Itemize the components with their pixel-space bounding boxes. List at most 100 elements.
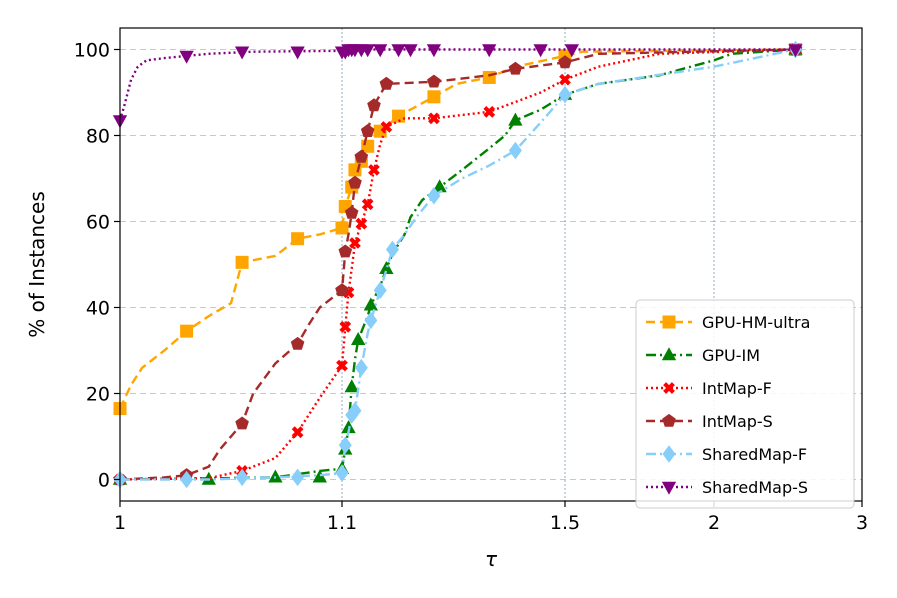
data-point bbox=[379, 261, 394, 274]
data-point bbox=[558, 85, 572, 104]
data-point bbox=[312, 469, 327, 483]
legend-box bbox=[635, 299, 855, 509]
legend-label: IntMap-F bbox=[702, 379, 772, 398]
data-point bbox=[392, 109, 406, 123]
legend-label: SharedMap-F bbox=[702, 445, 807, 464]
data-point bbox=[426, 44, 442, 58]
legend-marker bbox=[663, 382, 675, 394]
series-gpu-hm-ultra bbox=[113, 43, 802, 416]
legend-marker bbox=[662, 315, 676, 329]
legend-marker bbox=[662, 445, 676, 463]
data-point bbox=[201, 471, 216, 485]
legend-item: SharedMap-F bbox=[646, 445, 807, 464]
data-point bbox=[354, 149, 369, 163]
data-point bbox=[268, 469, 283, 483]
data-point bbox=[361, 198, 374, 211]
data-point bbox=[291, 232, 305, 246]
series-line bbox=[118, 48, 796, 121]
data-point bbox=[235, 468, 249, 487]
data-point bbox=[508, 112, 523, 126]
x-tick-label: 2 bbox=[708, 512, 720, 534]
data-point bbox=[427, 74, 441, 88]
legend-marker bbox=[661, 481, 677, 495]
y-tick-label: 100 bbox=[74, 40, 110, 62]
legend-label: GPU-IM bbox=[702, 346, 760, 365]
data-point bbox=[380, 121, 393, 133]
plot-frame bbox=[119, 27, 863, 502]
data-point bbox=[427, 186, 441, 205]
x-axis-label: τ bbox=[485, 547, 498, 571]
data-point bbox=[368, 164, 380, 176]
data-point bbox=[564, 44, 580, 58]
series-line bbox=[119, 48, 796, 481]
y-tick-label: 0 bbox=[98, 470, 110, 492]
data-point bbox=[379, 76, 394, 90]
legend-item: IntMap-S bbox=[646, 412, 773, 431]
data-point bbox=[508, 61, 523, 75]
data-point bbox=[373, 44, 388, 58]
data-point bbox=[482, 70, 496, 84]
y-tick-label: 60 bbox=[86, 212, 110, 234]
data-point bbox=[344, 379, 359, 393]
data-point bbox=[291, 426, 304, 439]
data-point bbox=[391, 44, 406, 58]
data-point bbox=[344, 205, 359, 219]
data-point bbox=[235, 416, 249, 430]
data-point bbox=[360, 124, 375, 137]
data-point bbox=[385, 240, 399, 259]
data-point bbox=[335, 464, 349, 482]
data-point bbox=[339, 321, 352, 333]
legend-label: IntMap-S bbox=[702, 412, 773, 431]
data-point bbox=[234, 46, 250, 60]
data-point bbox=[354, 358, 368, 377]
legend-label: SharedMap-S bbox=[702, 478, 808, 497]
legend-item: GPU-IM bbox=[646, 346, 760, 365]
data-point bbox=[360, 44, 375, 58]
series-sharedmap-f bbox=[113, 40, 802, 489]
legend-item: GPU-HM-ultra bbox=[646, 313, 810, 332]
data-point bbox=[335, 221, 349, 235]
data-point bbox=[179, 50, 194, 64]
data-point bbox=[180, 324, 194, 338]
data-point bbox=[432, 179, 447, 193]
data-point bbox=[428, 112, 440, 125]
legend-item: IntMap-F bbox=[646, 379, 772, 398]
axis-ticks: 0 20 40 60 80 100 1 1.1 1.5 2 3 bbox=[74, 40, 868, 535]
y-axis-label: % of Instances bbox=[25, 191, 49, 337]
data-point bbox=[373, 281, 387, 300]
legend-item: SharedMap-S bbox=[646, 478, 808, 497]
data-point bbox=[367, 98, 381, 112]
data-point bbox=[349, 237, 361, 249]
data-point bbox=[559, 73, 571, 86]
legend: GPU-HM-ultra GPU-IM IntMap-F IntMap-S Shared… bbox=[635, 299, 855, 509]
series-layer bbox=[112, 40, 803, 489]
data-point bbox=[483, 106, 496, 118]
data-point bbox=[363, 297, 378, 311]
data-point bbox=[348, 175, 362, 189]
data-point bbox=[348, 401, 362, 420]
data-point bbox=[482, 44, 497, 58]
data-point bbox=[338, 244, 353, 258]
data-point bbox=[364, 311, 378, 330]
x-tick-label: 1.1 bbox=[327, 512, 357, 534]
data-point bbox=[290, 46, 305, 60]
data-point bbox=[788, 44, 803, 58]
x-tick-label: 1 bbox=[114, 512, 126, 534]
data-point bbox=[355, 217, 368, 230]
y-tick-label: 20 bbox=[86, 384, 110, 406]
data-point bbox=[427, 90, 441, 104]
series-sharedmap-s bbox=[112, 44, 803, 129]
data-point bbox=[338, 436, 352, 454]
legend-label: GPU-HM-ultra bbox=[702, 313, 810, 332]
y-tick-label: 40 bbox=[86, 298, 110, 320]
x-tick-label: 3 bbox=[856, 512, 868, 534]
data-point bbox=[508, 141, 522, 160]
legend-marker bbox=[661, 347, 677, 361]
data-point bbox=[180, 470, 194, 489]
data-point bbox=[291, 468, 305, 487]
data-point bbox=[403, 44, 418, 58]
data-point bbox=[290, 336, 305, 350]
y-tick-label: 80 bbox=[86, 126, 110, 148]
x-tick-label: 1.5 bbox=[550, 512, 580, 534]
